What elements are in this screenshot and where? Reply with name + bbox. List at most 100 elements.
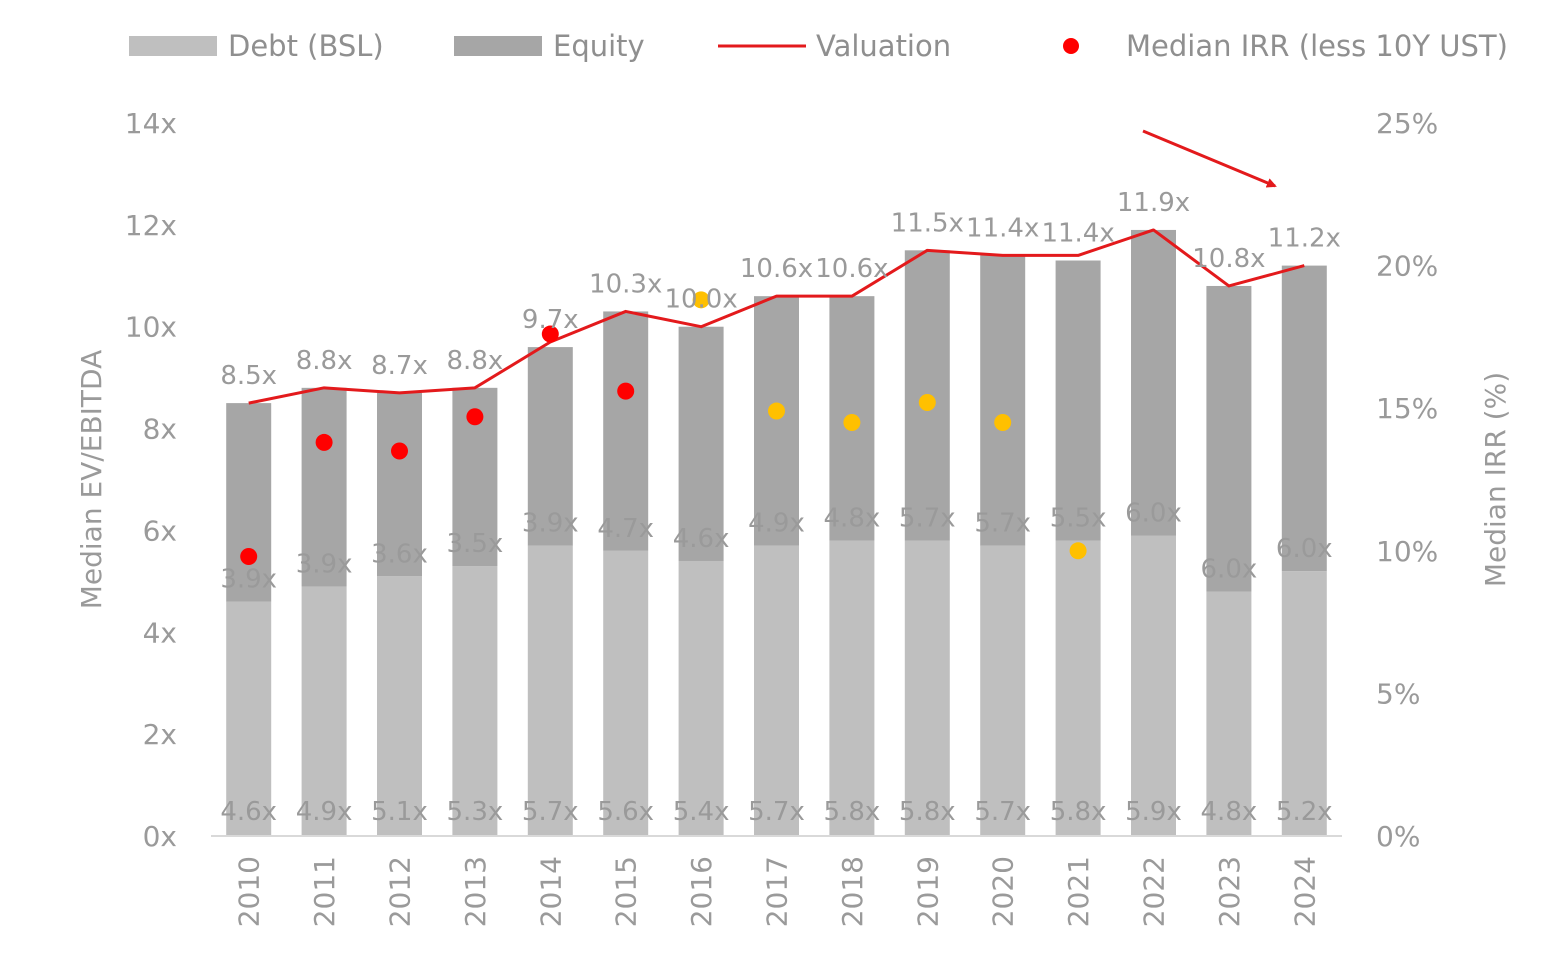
- bar-equity-2014: [527, 347, 573, 546]
- legend-label-debt: Debt (BSL): [228, 29, 384, 63]
- label-valuation-2010: 8.5x: [220, 361, 277, 391]
- label-valuation-2018: 10.6x: [815, 254, 888, 284]
- bar-equity-2020: [980, 255, 1026, 546]
- bar-debt-2013: [452, 566, 498, 836]
- label-equity-2012: 3.6x: [371, 539, 428, 569]
- legend-swatch-debt: [129, 36, 217, 56]
- irr-point-2015: [617, 382, 635, 400]
- legend-label-valuation: Valuation: [816, 29, 951, 63]
- label-valuation-2021: 11.4x: [1041, 219, 1114, 249]
- irr-point-2020: [994, 413, 1012, 431]
- legend-swatch-median-irr: [1063, 38, 1079, 54]
- bar-debt-2010: [226, 601, 272, 836]
- bar-debt-2017: [754, 545, 799, 836]
- label-debt-2013: 5.3x: [447, 797, 504, 827]
- x-tick-2023: 2023: [1213, 856, 1246, 927]
- trend-arrow: [1142, 129, 1277, 188]
- label-debt-2022: 5.9x: [1125, 797, 1182, 827]
- irr-point-2016: [692, 291, 710, 309]
- left-tick-10x: 10x: [125, 311, 177, 344]
- label-valuation-2012: 8.7x: [371, 351, 428, 381]
- x-tick-2011: 2011: [308, 856, 341, 927]
- label-equity-2022: 6.0x: [1125, 499, 1182, 529]
- label-equity-2014: 3.9x: [522, 509, 579, 539]
- bar-equity-2016: [678, 326, 724, 561]
- label-equity-2017: 4.9x: [748, 509, 805, 539]
- x-tick-2018: 2018: [836, 856, 869, 927]
- irr-point-2018: [843, 413, 861, 431]
- label-equity-2011: 3.9x: [296, 549, 353, 579]
- x-tick-2012: 2012: [384, 856, 417, 927]
- x-tick-2016: 2016: [685, 856, 718, 927]
- left-axis-title: Median EV/EBITDA: [75, 350, 108, 610]
- right-tick-0: 0%: [1376, 820, 1420, 853]
- label-debt-2016: 5.4x: [673, 797, 730, 827]
- right-axis-title: Median IRR (%): [1479, 372, 1512, 587]
- bar-equity-2017: [754, 296, 799, 546]
- left-tick-2x: 2x: [143, 718, 177, 751]
- right-tick-10: 10%: [1376, 535, 1438, 568]
- legend-swatch-equity: [454, 36, 542, 56]
- label-equity-2020: 5.7x: [974, 509, 1031, 539]
- bar-debt-2016: [678, 560, 724, 836]
- bar-debt-2019: [904, 540, 950, 836]
- bar-equity-2021: [1055, 260, 1101, 541]
- right-tick-20: 20%: [1376, 250, 1438, 283]
- irr-point-2014: [541, 325, 559, 343]
- left-tick-0x: 0x: [143, 820, 177, 853]
- label-equity-2010: 3.9x: [220, 565, 277, 595]
- label-debt-2015: 5.6x: [597, 797, 654, 827]
- label-valuation-2019: 11.5x: [891, 208, 964, 238]
- legend-label-median-irr: Median IRR (less 10Y UST): [1126, 29, 1508, 63]
- x-axis: 2010 2011 2012 2013 2014 2015 2016 2017 2018 2019…: [211, 835, 1342, 927]
- left-tick-8x: 8x: [143, 413, 177, 446]
- label-debt-2021: 5.8x: [1050, 797, 1107, 827]
- x-tick-2017: 2017: [761, 856, 794, 927]
- bar-debt-2011: [301, 586, 347, 836]
- label-equity-2016: 4.6x: [673, 524, 730, 554]
- left-tick-4x: 4x: [143, 616, 177, 649]
- x-tick-2024: 2024: [1288, 856, 1321, 927]
- x-tick-2020: 2020: [987, 856, 1020, 927]
- valuation-line-layer: [248, 228, 1305, 405]
- bar-debt-2014: [527, 545, 573, 836]
- label-valuation-2016: 10.0x: [664, 285, 737, 315]
- right-y-axis: 0% 5% 10% 15% 20% 25% Median IRR (%): [1376, 107, 1512, 853]
- x-tick-2022: 2022: [1138, 856, 1171, 927]
- label-valuation-2015: 10.3x: [589, 269, 662, 299]
- label-debt-2024: 5.2x: [1276, 797, 1333, 827]
- label-equity-2021: 5.5x: [1050, 504, 1107, 534]
- x-tick-2019: 2019: [911, 856, 944, 927]
- bar-debt-2021: [1055, 540, 1101, 836]
- label-equity-2019: 5.7x: [899, 504, 956, 534]
- data-labels-layer: 4.6x 3.9x 8.5x 4.9x 3.9x 8.8x 5.1x 3.6x 8.7x 5.3x…: [220, 188, 1341, 827]
- bar-equity-2022: [1131, 229, 1176, 536]
- label-debt-2018: 5.8x: [824, 797, 881, 827]
- bar-debt-2023: [1206, 591, 1252, 836]
- right-tick-15: 15%: [1376, 392, 1438, 425]
- label-valuation-2013: 8.8x: [447, 346, 504, 376]
- bars-layer: [226, 229, 1327, 836]
- irr-point-2010: [240, 548, 258, 566]
- label-valuation-2020: 11.4x: [966, 213, 1039, 243]
- label-valuation-2023: 10.8x: [1192, 244, 1265, 274]
- bar-equity-2023: [1206, 285, 1252, 592]
- label-debt-2010: 4.6x: [220, 797, 277, 827]
- label-debt-2017: 5.7x: [748, 797, 805, 827]
- label-debt-2011: 4.9x: [296, 797, 353, 827]
- irr-point-2017: [768, 402, 785, 420]
- bar-debt-2018: [829, 540, 875, 836]
- bar-equity-2010: [226, 403, 272, 602]
- label-equity-2023: 6.0x: [1201, 555, 1258, 585]
- bar-debt-2012: [377, 576, 422, 836]
- bar-equity-2024: [1281, 265, 1327, 572]
- x-tick-2015: 2015: [610, 856, 643, 927]
- bar-equity-2015: [603, 311, 649, 551]
- bar-equity-2011: [301, 387, 347, 587]
- label-equity-2018: 4.8x: [824, 504, 881, 534]
- legend-label-equity: Equity: [553, 29, 645, 63]
- label-debt-2020: 5.7x: [974, 797, 1031, 827]
- label-debt-2023: 4.8x: [1201, 797, 1258, 827]
